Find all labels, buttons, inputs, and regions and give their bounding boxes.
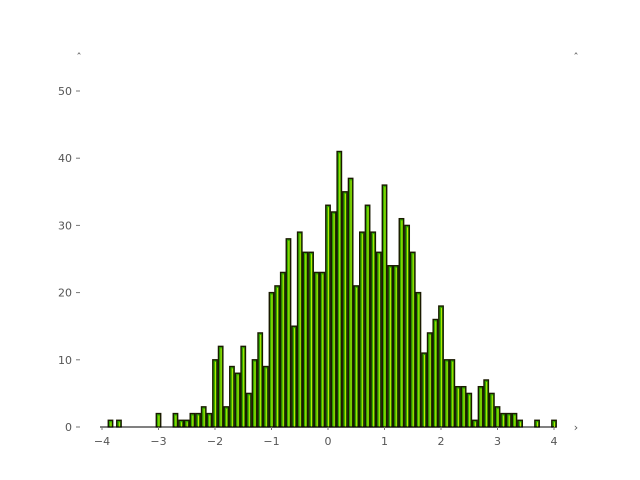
x-tick-label: 3 — [494, 435, 501, 448]
x-tick-label: 4 — [551, 435, 558, 448]
x-tick-label: 0 — [325, 435, 332, 448]
x-tick-label: 2 — [438, 435, 445, 448]
x-tick-label: 1 — [381, 435, 388, 448]
y-tick-label: 0 — [65, 421, 72, 434]
y-tick-label: 40 — [58, 152, 72, 165]
bottom-right-corner-mark: › — [574, 421, 578, 434]
y-tick-label: 50 — [58, 85, 72, 98]
y-tick-label: 10 — [58, 354, 72, 367]
top-left-corner-mark: ˆ — [76, 51, 82, 64]
x-tick-label: −4 — [94, 435, 110, 448]
y-axis-ticks: 0 10 20 30 40 50 — [58, 85, 80, 434]
x-tick-label: −3 — [150, 435, 166, 448]
x-tick-label: −2 — [207, 435, 223, 448]
y-tick-label: 20 — [58, 287, 72, 300]
top-right-corner-mark: ˆ — [573, 51, 579, 64]
x-axis-ticks: −4 −3 −2 −1 0 1 2 3 4 — [94, 427, 558, 448]
x-tick-label: −1 — [263, 435, 279, 448]
y-tick-label: 30 — [58, 219, 72, 232]
histogram-bars — [107, 150, 557, 428]
